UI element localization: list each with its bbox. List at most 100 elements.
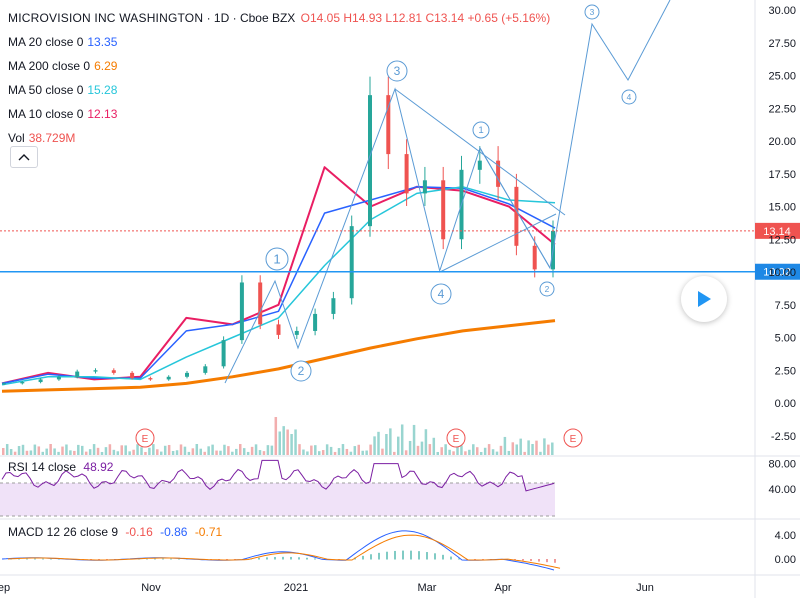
macd-histogram-bar [394, 550, 396, 560]
macd-histogram-bar [426, 552, 428, 560]
time-tick-label: Mar [418, 582, 437, 594]
volume-bar [179, 444, 183, 455]
candle-body [75, 371, 80, 377]
candle-body [148, 378, 153, 380]
candle-body [258, 282, 263, 325]
candle-body [514, 186, 519, 246]
candle-body [386, 95, 391, 155]
macd-histogram-bar [282, 556, 284, 560]
earnings-label: E [570, 434, 577, 445]
volume-bar [389, 428, 392, 455]
macd-histogram-bar [274, 556, 276, 560]
price-tick-label: 0.00 [775, 398, 796, 410]
interval[interactable]: 1D [213, 11, 230, 25]
volume-bar [120, 445, 123, 455]
candle-body [166, 376, 171, 380]
volume-bar [539, 451, 542, 455]
volume-bar [223, 444, 226, 455]
volume-bar [349, 451, 353, 455]
macd-histogram-bar [530, 559, 532, 562]
macd-histogram-bar [410, 550, 412, 560]
volume-bar [448, 449, 451, 455]
play-button[interactable] [681, 276, 727, 322]
time-tick-label: ep [0, 582, 10, 594]
wave-label: 3 [394, 64, 401, 78]
wave-trendline [394, 88, 566, 216]
price-tick-label: 10.00 [768, 267, 796, 279]
candle-body [239, 282, 244, 341]
volume-bar [298, 444, 301, 455]
candle-body [93, 370, 98, 372]
wave-label-circle [430, 283, 452, 305]
wave-label: 2 [545, 284, 550, 294]
macd-tick-label: 4.00 [775, 530, 796, 542]
indicator-ma50[interactable]: MA 50 close 0 15.28 [8, 83, 118, 97]
volume-bar [156, 449, 159, 455]
close-value: C13.14 [425, 11, 465, 25]
macd-histogram-bar [98, 559, 100, 560]
wave-trendline [479, 147, 551, 269]
macd-histogram-bar [178, 558, 180, 560]
earnings-label: E [453, 434, 460, 445]
volume-bar [266, 445, 270, 455]
indicator-ma200[interactable]: MA 200 close 0 6.29 [8, 59, 118, 73]
wave-label: 4 [627, 92, 632, 102]
volume-bar [49, 444, 52, 455]
volume-bar [5, 444, 9, 455]
candle-body [276, 324, 281, 335]
indicator-ma20[interactable]: MA 20 close 0 13.35 [8, 35, 118, 49]
indicator-volume[interactable]: Vol 38.729M [8, 131, 76, 145]
volume-bar [310, 445, 313, 455]
symbol-name[interactable]: MICROVISION INC WASHINGTON [8, 11, 204, 25]
volume-bar [377, 431, 380, 455]
volume-bar [100, 451, 104, 455]
volume-bar [96, 447, 100, 455]
volume-bar [337, 448, 341, 455]
price-tick-label: 15.00 [768, 202, 796, 214]
candles [2, 76, 555, 386]
candle-body [349, 226, 354, 299]
indicator-ma10[interactable]: MA 10 close 0 12.13 [8, 107, 118, 121]
macd-legend[interactable]: MACD 12 26 close 9 -0.16 -0.86 -0.71 [8, 525, 223, 539]
volume-bar [53, 448, 56, 455]
macd-histogram-bar [434, 553, 436, 560]
macd-histogram-bar [458, 558, 460, 560]
candle-body [2, 383, 6, 385]
volume-bar [551, 442, 554, 455]
volume-bar [393, 451, 396, 455]
volume-bar [365, 450, 368, 455]
volume-bar [65, 444, 68, 455]
macd-tick-label: 0.00 [775, 554, 796, 566]
macd-histogram-bar [482, 559, 484, 560]
macd-histogram-bar [474, 559, 476, 560]
macd-histogram-bar [18, 558, 20, 560]
volume-bar [483, 447, 487, 455]
volume-bar [37, 446, 41, 455]
volume-bar [88, 449, 92, 455]
volume-bar [503, 436, 507, 455]
rsi-legend[interactable]: RSI 14 close 48.92 [8, 460, 114, 474]
volume-bar [321, 450, 325, 455]
collapse-legend-button[interactable] [10, 146, 38, 168]
volume-bar [231, 451, 234, 455]
wave-label-circle [539, 281, 555, 297]
volume-bar [487, 444, 491, 455]
volume-bar [270, 445, 274, 455]
ma-line-1 [1, 186, 556, 385]
volume-bar [144, 451, 147, 455]
volume-bar [432, 437, 436, 455]
volume-bar [112, 449, 116, 455]
wave-label: 1 [273, 251, 280, 266]
volume-bar [250, 446, 254, 455]
volume-bar [2, 448, 5, 455]
volume-bar [535, 440, 538, 455]
volume-bar [175, 450, 179, 455]
volume-bar [9, 449, 13, 455]
volume-bar [353, 446, 357, 455]
rsi-tick-label: 40.00 [768, 484, 796, 496]
volume-bar [92, 444, 96, 455]
volume-bar [515, 444, 518, 455]
volume-bar [262, 451, 266, 455]
time-tick-label: Nov [141, 582, 161, 594]
